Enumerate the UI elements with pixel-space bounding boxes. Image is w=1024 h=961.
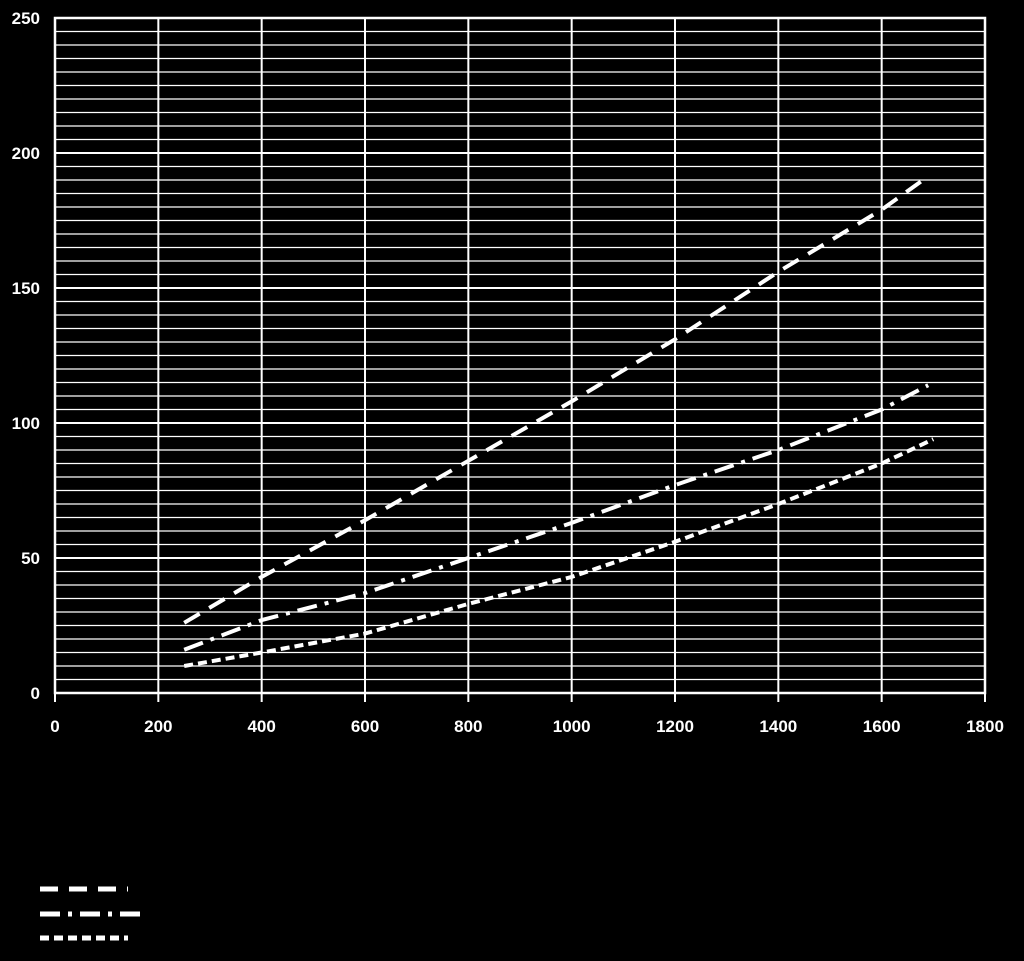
series-line-dotted xyxy=(183,437,935,668)
x-tick-label: 1600 xyxy=(863,717,901,736)
y-tick-label: 200 xyxy=(12,144,40,163)
plot-frame xyxy=(53,16,987,702)
x-tick-label: 200 xyxy=(144,717,172,736)
x-tick-label: 800 xyxy=(454,717,482,736)
y-tick-label: 100 xyxy=(12,414,40,433)
x-tick-label: 400 xyxy=(247,717,275,736)
series-lines xyxy=(183,178,935,668)
series-line-dashed xyxy=(183,178,925,625)
x-tick-label: 1800 xyxy=(966,717,1004,736)
x-tick-label: 1400 xyxy=(759,717,797,736)
legend xyxy=(40,886,140,941)
x-tick-label: 0 xyxy=(50,717,59,736)
x-axis-tick-labels: 0 200 400 600 800 1000 1200 1400 1600 1800 xyxy=(50,717,1004,736)
x-tick-label: 1000 xyxy=(553,717,591,736)
y-tick-label: 50 xyxy=(21,549,40,568)
x-tick-label: 1200 xyxy=(656,717,694,736)
y-tick-label: 0 xyxy=(31,684,40,703)
series-line-dash-dot xyxy=(183,383,930,652)
y-axis-tick-labels: 0 50 100 150 200 250 xyxy=(12,9,40,703)
minor-gridlines xyxy=(55,30,985,681)
x-tick-label: 600 xyxy=(351,717,379,736)
y-tick-label: 250 xyxy=(12,9,40,28)
plot-area-border xyxy=(53,16,987,695)
y-tick-label: 150 xyxy=(12,279,40,298)
